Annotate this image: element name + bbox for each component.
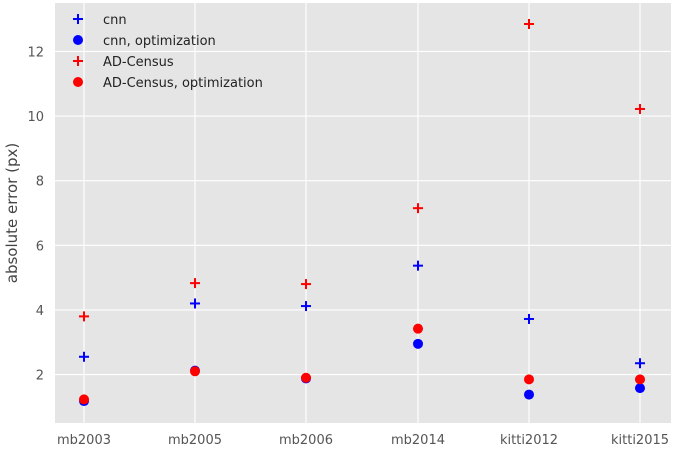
x-tick-label: kitti2012 <box>500 433 558 448</box>
data-point <box>301 301 311 312</box>
data-point <box>413 203 423 214</box>
data-point <box>190 278 200 289</box>
data-point <box>524 19 534 29</box>
data-points <box>79 19 645 407</box>
data-point <box>524 389 534 400</box>
x-tick-label: mb2003 <box>57 433 111 448</box>
legend-entry: cnn, optimization <box>103 34 216 49</box>
data-point <box>413 323 423 334</box>
x-tick-label: mb2005 <box>168 433 222 448</box>
y-tick-label: 6 <box>36 239 44 254</box>
data-point <box>190 366 200 377</box>
data-point <box>524 374 534 385</box>
data-point <box>190 298 200 309</box>
x-tick-label: kitti2015 <box>611 433 669 448</box>
legend-marker <box>73 14 83 24</box>
y-tick-label: 10 <box>27 110 44 125</box>
y-tick-label: 2 <box>36 369 44 384</box>
y-tick-label: 8 <box>36 175 44 190</box>
data-point <box>635 383 645 394</box>
legend-marker <box>73 35 83 45</box>
data-point <box>79 351 89 362</box>
y-axis-label: absolute error (px) <box>3 143 21 283</box>
data-point <box>79 311 89 322</box>
data-point <box>301 279 311 290</box>
data-point <box>79 394 89 405</box>
legend-entry: AD-Census <box>103 55 174 70</box>
y-tick-label: 4 <box>36 304 44 319</box>
data-point <box>635 358 645 369</box>
legend-marker <box>73 77 83 87</box>
data-point <box>413 260 423 271</box>
legend-entry: cnn <box>103 13 127 28</box>
legend-entry: AD-Census, optimization <box>103 76 263 91</box>
data-point <box>635 374 645 385</box>
legend: cnn cnn, optimization AD-Census AD-Census, … <box>73 13 263 91</box>
y-tick-labels: 2 4 6 8 10 12 <box>27 45 44 383</box>
legend-marker <box>73 56 83 66</box>
data-point <box>524 313 534 324</box>
x-tick-label: mb2006 <box>279 433 333 448</box>
x-tick-label: mb2014 <box>391 433 445 448</box>
y-tick-label: 12 <box>27 45 44 60</box>
data-point <box>413 338 423 349</box>
x-tick-labels: mb2003 mb2005 mb2006 mb2014 kitti2012 kitti20… <box>57 433 669 448</box>
data-point <box>301 372 311 383</box>
plot-background <box>55 3 671 423</box>
data-point <box>635 103 645 114</box>
